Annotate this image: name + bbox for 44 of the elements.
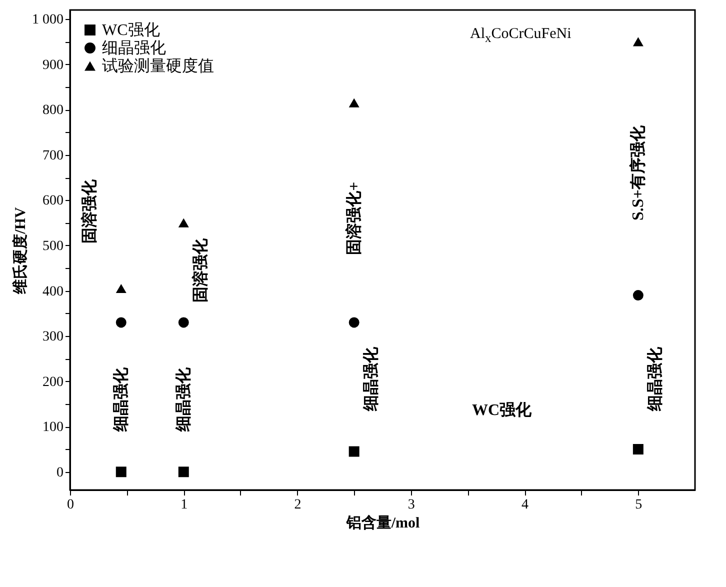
annotation: WC强化	[472, 400, 533, 419]
x-tick-label: 3	[408, 498, 415, 512]
annotation: 细晶强化	[174, 366, 193, 432]
x-axis-title: 铝含量/mol	[345, 514, 420, 532]
point	[348, 98, 360, 108]
y-tick-label: 1 000	[32, 12, 64, 28]
point	[348, 317, 360, 328]
y-tick-label: 400	[42, 284, 64, 300]
point	[348, 446, 360, 457]
point	[116, 317, 126, 328]
point	[632, 444, 644, 454]
y-tick-label: 300	[42, 330, 64, 345]
annotation: S.S+有序强化	[628, 124, 648, 220]
x-tick-label: 0	[67, 498, 74, 512]
legend-label: 细晶强化	[102, 40, 166, 57]
annotation: 细晶强化	[362, 346, 380, 412]
legend-label: WC强化	[102, 22, 160, 39]
text: Al$_{x}$CoCrCuFeNi	[470, 26, 572, 46]
x-tick-label: 2	[294, 498, 302, 512]
legend-label: 试验测量硬度值	[102, 57, 214, 75]
annotation: 细晶强化	[646, 346, 664, 412]
x-tick-label: 4	[522, 498, 529, 512]
annotation: 固溶强化	[190, 237, 210, 302]
y-tick-label: 600	[42, 194, 64, 209]
y-tick-label: 100	[42, 420, 64, 436]
point	[178, 466, 189, 478]
y-tick-label: 200	[42, 374, 64, 390]
y-tick-label: 900	[42, 58, 64, 73]
y-tick-label: 500	[42, 238, 64, 254]
annotation: 固溶强化+	[344, 182, 364, 255]
point	[116, 284, 126, 294]
y-tick-label: 800	[42, 103, 64, 118]
annotation: 固溶强化	[79, 178, 98, 244]
annotation: 细晶强化	[112, 366, 130, 432]
point	[178, 218, 189, 228]
point	[632, 290, 644, 301]
y-tick-label: 700	[42, 148, 64, 164]
point	[632, 37, 644, 46]
x-tick-label: 5	[635, 498, 642, 512]
y-axis-title: 维氏硬度/HV	[11, 207, 29, 295]
y-tick-label: 0	[56, 465, 64, 480]
point	[178, 317, 189, 328]
point	[116, 466, 126, 478]
x-tick-label: 1	[180, 498, 188, 512]
